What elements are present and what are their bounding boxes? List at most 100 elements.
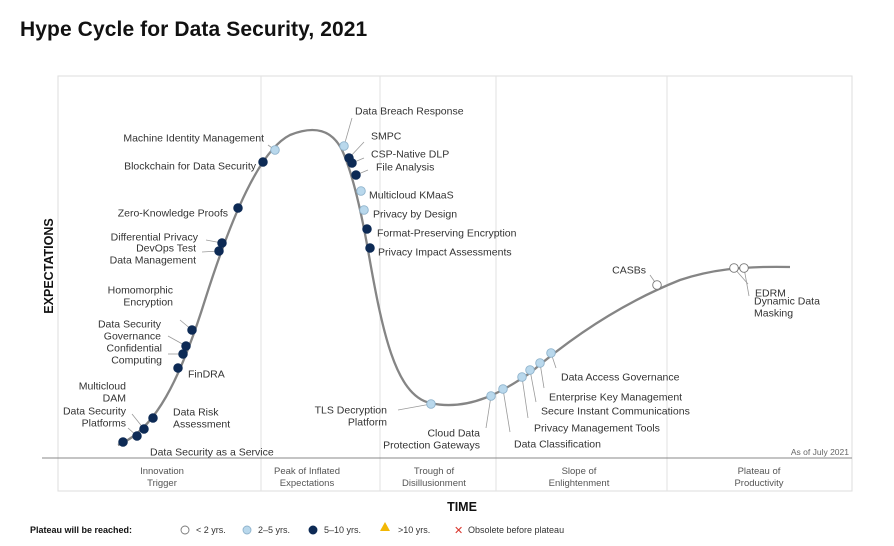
technology-data-risk-assessment: Data Risk Assessment (148, 407, 230, 431)
technology-label: Format-Preserving Encryption (377, 228, 517, 240)
technology-label: Multicloud KMaaS (369, 190, 454, 202)
technology-format-preserving-encryption: Format-Preserving Encryption (362, 224, 517, 240)
technology-label: TLS Decryption Platform (315, 405, 388, 429)
technology-differential-privacy: Differential Privacy (111, 232, 227, 248)
technology-label: Data Breach Response (355, 106, 464, 118)
technology-label: Machine Identity Management (123, 133, 264, 145)
legend-marker-triangle (380, 522, 390, 531)
technology-label: Data Classification (514, 439, 601, 451)
technology-label: Privacy Management Tools (534, 423, 660, 435)
technology-label: EDRM (755, 288, 786, 300)
technology-label: Blockchain for Data Security (124, 161, 257, 173)
technology-blockchain-for-data-security: Blockchain for Data Security (124, 157, 268, 173)
phase-dividers (260, 76, 668, 491)
legend-label-over-10: >10 yrs. (398, 525, 430, 535)
technology-dynamic-data-masking: Dynamic Data Masking (739, 263, 820, 320)
technology-label: Data Security Platforms (63, 406, 127, 430)
technology-marker (525, 365, 535, 375)
legend: Plateau will be reached: < 2 yrs. 2–5 yr… (30, 522, 564, 537)
legend-marker-light (242, 525, 252, 535)
legend-marker-cross: ✕ (454, 524, 463, 537)
technology-machine-identity-management: Machine Identity Management (123, 133, 280, 155)
leader-line (529, 369, 537, 403)
technology-marker (498, 384, 508, 394)
technology-label: Cloud Data Protection Gateways (383, 428, 480, 452)
technology-marker (132, 431, 142, 441)
technology-edrm: EDRM (729, 263, 786, 300)
as-of-note: As of July 2021 (791, 447, 849, 457)
legend-heading: Plateau will be reached: (30, 525, 132, 535)
technology-marker (351, 170, 361, 180)
technology-layer: Data Security as a Service Data Security P… (63, 106, 820, 459)
technology-label: Homomorphic Encryption (108, 285, 174, 309)
legend-marker-white (180, 525, 190, 535)
technology-file-analysis: File Analysis (351, 162, 434, 180)
hype-curve (117, 128, 791, 447)
phase-label-trough: Trough of Disillusionment (402, 466, 466, 489)
technology-secure-instant-communications: Secure Instant Communications (525, 365, 690, 418)
technology-marker (148, 413, 158, 423)
phase-label-slope: Slope of Enlightenment (549, 466, 610, 489)
legend-marker-dark (308, 525, 318, 535)
technology-label: DevOps Test Data Management (110, 243, 196, 267)
technology-label: SMPC (371, 131, 402, 143)
technology-label: Confidential Computing (107, 343, 163, 367)
technology-marker (217, 238, 227, 248)
technology-marker (214, 246, 224, 256)
technology-smpc: SMPC (344, 131, 402, 163)
leader-line (397, 403, 432, 411)
technology-label: Enterprise Key Management (549, 392, 682, 404)
technology-confidential-computing: Confidential Computing (107, 343, 188, 367)
page-title: Hype Cycle for Data Security, 2021 (20, 18, 368, 41)
technology-marker (339, 141, 349, 151)
technology-devops-test-data-management: DevOps Test Data Management (110, 243, 224, 267)
technology-marker (270, 145, 280, 155)
technology-tls-decryption-platform: TLS Decryption Platform (315, 399, 436, 429)
technology-data-security-governance: Data Security Governance (98, 319, 191, 351)
technology-marker (652, 280, 662, 290)
technology-label: CASBs (612, 265, 646, 277)
technology-data-security-as-a-service: Data Security as a Service (118, 437, 274, 459)
technology-marker (347, 158, 357, 168)
technology-enterprise-key-management: Enterprise Key Management (535, 358, 682, 404)
technology-marker (258, 157, 268, 167)
technology-multicloud-dam: Multicloud DAM (79, 381, 149, 434)
technology-label: CSP-Native DLP (371, 149, 449, 161)
plot-frame (57, 75, 853, 492)
technology-marker (139, 424, 149, 434)
technology-label: Privacy by Design (373, 209, 457, 221)
technology-cloud-data-protection-gateways: Cloud Data Protection Gateways (383, 391, 496, 452)
phase-label-plateau: Plateau of Productivity (734, 466, 783, 489)
technology-label: Multicloud DAM (79, 381, 126, 405)
leader-line (521, 376, 529, 419)
legend-label-2-5: 2–5 yrs. (258, 525, 290, 535)
technology-multicloud-kmaas: Multicloud KMaaS (356, 186, 454, 202)
technology-marker (546, 348, 556, 358)
technology-label: Zero-Knowledge Proofs (118, 208, 228, 220)
legend-label-under-2: < 2 yrs. (196, 525, 226, 535)
technology-marker (362, 224, 372, 234)
technology-label: Data Access Governance (561, 372, 680, 384)
phase-label-innovation-trigger: Innovation Trigger (140, 466, 184, 489)
technology-casbs: CASBs (612, 265, 662, 290)
technology-marker (426, 399, 436, 409)
phase-labels: Innovation Trigger Peak of Inflated Expect… (140, 466, 784, 489)
technology-marker (739, 263, 749, 273)
technology-data-security-platforms: Data Security Platforms (63, 406, 142, 441)
technology-label: Privacy Impact Assessments (378, 247, 512, 259)
leader-line (502, 388, 511, 433)
y-axis-label: EXPECTATIONS (42, 218, 56, 313)
technology-label: Data Security Governance (98, 319, 162, 343)
technology-data-access-governance: Data Access Governance (546, 348, 680, 384)
technology-marker (517, 372, 527, 382)
technology-marker (187, 325, 197, 335)
technology-label: Data Security as a Service (150, 447, 274, 459)
technology-marker (486, 391, 496, 401)
technology-marker (356, 186, 366, 196)
technology-marker (365, 243, 375, 253)
technology-data-breach-response: Data Breach Response (339, 106, 464, 151)
technology-privacy-by-design: Privacy by Design (359, 205, 457, 221)
technology-csp-native-dlp: CSP-Native DLP (347, 149, 449, 168)
technology-label: Dynamic Data Masking (754, 296, 820, 320)
